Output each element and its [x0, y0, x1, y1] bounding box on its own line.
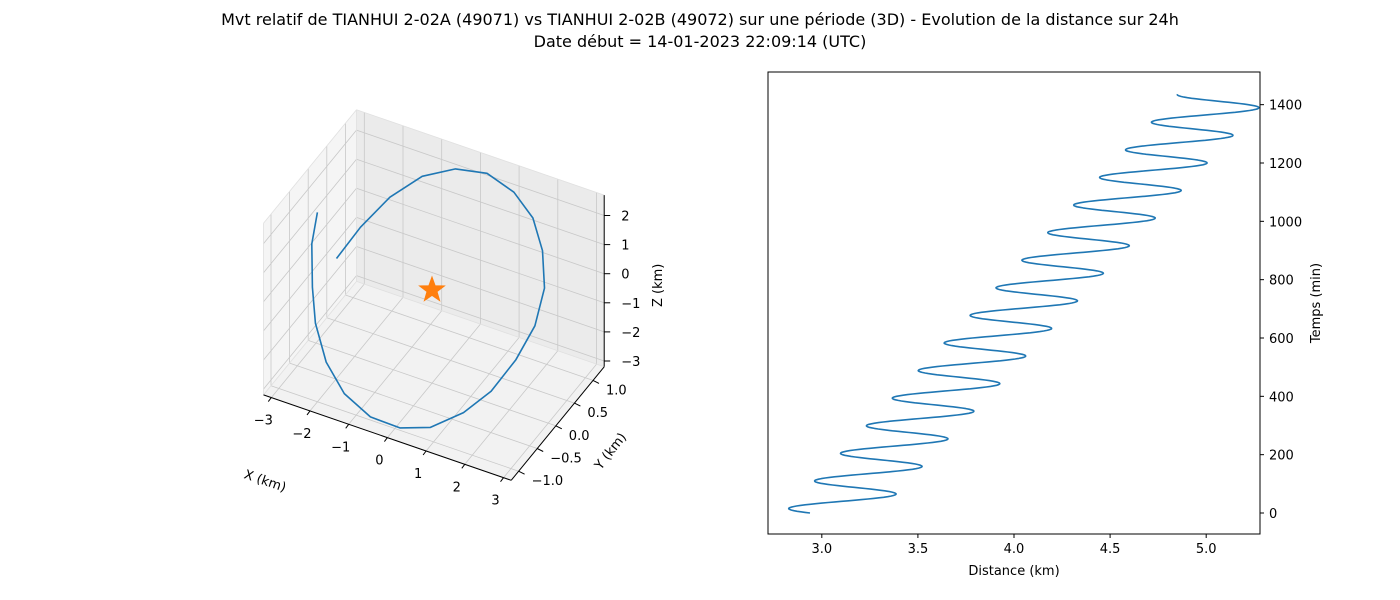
x-axis-label: Distance (km)	[968, 564, 1059, 579]
y-tick-label: 0	[1269, 507, 1277, 522]
y-tick-label: 1400	[1269, 99, 1302, 114]
y-tick-label: 1.0	[606, 383, 627, 398]
z-gridline-back	[356, 217, 605, 304]
side-pane	[263, 109, 357, 395]
z-gridline-side	[263, 217, 357, 332]
y-gridline-floor	[308, 340, 556, 427]
y-tick-label: 400	[1269, 390, 1294, 405]
y-tick-label: 0.0	[569, 429, 590, 444]
x-tick	[500, 477, 504, 483]
y-axis-label: Y (km)	[591, 430, 630, 473]
x-gridline-floor	[425, 337, 520, 452]
y-gridline-floor	[270, 385, 519, 472]
z-gridline-side	[263, 188, 357, 303]
relative-trajectory-line	[310, 168, 546, 429]
y-tick-label: 800	[1269, 274, 1294, 289]
x-gridline-floor	[387, 323, 481, 438]
y-tick-label: 1200	[1269, 157, 1302, 172]
x-tick-label: 3.0	[811, 542, 832, 557]
x-tick	[345, 423, 350, 429]
x-gridline-floor	[309, 297, 404, 412]
z-gridline-side	[263, 246, 357, 361]
y-tick-label: −1.0	[532, 474, 564, 489]
x-tick-label: −2	[292, 427, 311, 442]
y-tick	[518, 470, 525, 475]
x-gridline-floor	[270, 283, 365, 398]
x-tick-label: 1	[414, 467, 422, 482]
distance-time-plot: 3.0 3.5 4.0 4.5 5.0 0 200 400 600 800 1000 1200 1400…	[767, 71, 1324, 579]
x-tick-label: −1	[331, 440, 350, 455]
y-gridline-floor	[345, 294, 594, 381]
z-tick-label: −1	[621, 297, 640, 312]
x-tick-label: 3.5	[908, 542, 929, 557]
y-tick-label: 200	[1269, 449, 1294, 464]
x-tick	[267, 397, 272, 402]
distance-series-line	[787, 93, 1260, 514]
z-gridline-side	[263, 158, 357, 273]
z-tick-label: −2	[621, 326, 640, 341]
x-gridline-floor	[503, 363, 597, 478]
y-tick-label: 1000	[1269, 215, 1302, 230]
x-tick	[306, 410, 311, 416]
pane-edge	[356, 109, 605, 196]
x-tick	[461, 463, 466, 469]
x-tick-label: 4.5	[1100, 542, 1121, 557]
reference-satellite-star-marker	[418, 275, 446, 302]
x-axis-label: X (km)	[242, 467, 288, 495]
z-gridline-back	[356, 158, 605, 245]
y-tick	[592, 379, 600, 384]
y-tick	[574, 402, 581, 407]
y-gridline-floor	[289, 362, 538, 449]
z-gridline-back	[356, 275, 605, 362]
trajectory-3d-plot: −3 −2 −1 0 1 2 3 −1.0 −0.5 0.0 0.5 1.0 −3 −2 −1 0 1 2 X (k…	[242, 109, 666, 509]
y-tick	[555, 425, 563, 430]
x-tick-label: 2	[453, 480, 461, 495]
y-tick-label: 0.5	[587, 406, 608, 421]
x-gridline-floor	[348, 310, 443, 425]
y-axis-label: Temps (min)	[1309, 263, 1324, 344]
x-tick-label: 4.0	[1004, 542, 1025, 557]
x-tick-label: 5.0	[1196, 542, 1217, 557]
y-tick-label: −0.5	[550, 452, 582, 467]
y-tick-label: 600	[1269, 332, 1294, 347]
x-tick	[422, 450, 427, 456]
pane-edge	[263, 281, 357, 396]
chart-subtitle: Date début = 14-01-2023 22:09:14 (UTC)	[533, 32, 867, 51]
z-tick-label: −3	[621, 355, 640, 370]
z-tick-label: 0	[621, 268, 629, 283]
x-tick	[383, 437, 388, 442]
x-tick-label: 0	[375, 454, 383, 469]
y-gridline-floor	[326, 317, 575, 404]
z-gridline-back	[356, 187, 605, 275]
z-tick-label: 2	[621, 210, 629, 225]
z-gridline-side	[263, 129, 357, 244]
chart-title: Mvt relatif de TIANHUI 2-02A (49071) vs …	[221, 10, 1179, 29]
z-tick-label: 1	[621, 239, 629, 254]
y-axis-line	[510, 366, 605, 481]
z-gridline-side	[263, 275, 357, 390]
pane-edge	[356, 281, 605, 368]
z-gridline-back	[356, 246, 605, 333]
x-tick-label: 3	[491, 494, 499, 509]
z-axis-label: Z (km)	[651, 264, 666, 307]
x-gridline-floor	[464, 350, 559, 465]
x-tick-label: −3	[254, 414, 273, 429]
y-tick	[536, 448, 544, 452]
pane-edge	[263, 109, 357, 224]
